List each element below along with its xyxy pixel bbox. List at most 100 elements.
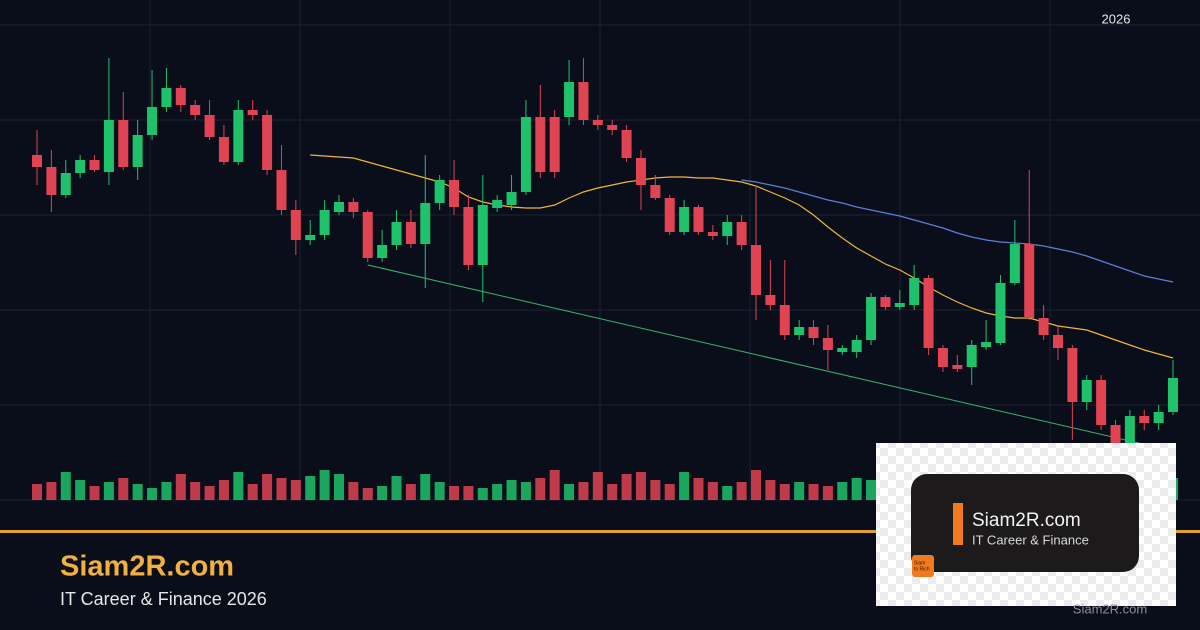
volume-bar xyxy=(693,478,704,500)
volume-bar xyxy=(147,488,158,500)
candle-body xyxy=(377,245,388,258)
badge: Siam2R.com IT Career & Finance Siam to R… xyxy=(876,443,1176,606)
volume-bar xyxy=(175,474,186,500)
candle-body xyxy=(564,82,575,117)
candle-body xyxy=(794,327,805,335)
volume-bar xyxy=(405,484,416,500)
candle-body xyxy=(1038,318,1049,335)
volume-bar xyxy=(635,472,646,500)
candle-body xyxy=(751,245,761,295)
candle-body xyxy=(276,170,287,210)
volume-bar xyxy=(132,484,143,500)
candle-body xyxy=(1024,244,1035,318)
volume-bar xyxy=(822,486,833,500)
candle-body xyxy=(736,222,747,245)
badge-icon-text: to Rich xyxy=(914,566,930,572)
candle-body xyxy=(190,105,201,115)
candle-body xyxy=(32,155,42,167)
volume-bar xyxy=(535,478,546,500)
candle-body xyxy=(607,125,618,130)
candle-body xyxy=(1009,244,1020,283)
volume-bar xyxy=(190,482,201,500)
volume-bar xyxy=(218,480,229,500)
volume-bar xyxy=(449,486,460,500)
candle-body xyxy=(578,82,589,120)
candle-body xyxy=(290,210,301,240)
candle-body xyxy=(118,120,129,167)
candle-body xyxy=(981,342,992,347)
badge-icon xyxy=(912,555,934,577)
candle-body xyxy=(405,222,416,244)
candle-body xyxy=(247,110,258,115)
candle-body xyxy=(779,305,790,335)
candle-body xyxy=(75,160,86,173)
candle-body xyxy=(995,283,1006,343)
volume-bar xyxy=(463,486,474,500)
candle-body xyxy=(218,137,229,162)
candle-body xyxy=(535,117,546,172)
candle-body xyxy=(679,207,690,232)
volume-bar xyxy=(664,484,675,500)
volume-bar xyxy=(333,474,344,500)
volume-bar xyxy=(434,482,445,500)
candle-body xyxy=(305,235,316,240)
volume-bar xyxy=(161,482,172,500)
candle-body xyxy=(60,173,71,195)
candle-body xyxy=(89,160,100,170)
candle-body xyxy=(1052,335,1063,348)
candle-body xyxy=(808,327,819,338)
volume-bar xyxy=(276,478,287,500)
volume-bar xyxy=(420,474,431,500)
trendline xyxy=(367,264,1174,452)
volume-bar xyxy=(765,480,776,500)
candle-body xyxy=(147,107,158,135)
volume-bar xyxy=(290,480,301,500)
volume-bar xyxy=(751,470,761,500)
candle-body xyxy=(765,295,776,305)
candle-body xyxy=(1124,416,1135,445)
badge-icon-text: Siam xyxy=(914,560,925,566)
badge-title: Siam2R.com xyxy=(972,510,1081,531)
moving-average xyxy=(741,179,1174,283)
candle-body xyxy=(362,212,373,258)
volume-bar xyxy=(362,488,373,500)
candle-body xyxy=(175,88,186,105)
candle-body xyxy=(1139,416,1150,423)
volume-bar xyxy=(46,482,57,500)
volume-bar xyxy=(506,480,517,500)
badge-card xyxy=(911,474,1139,572)
volume-bar xyxy=(233,472,244,500)
candle-body xyxy=(1110,425,1121,445)
candle-body xyxy=(319,210,330,235)
volume-bar xyxy=(851,478,862,500)
volume-bar xyxy=(564,484,575,500)
candle-body xyxy=(520,117,531,192)
volume-bar xyxy=(549,470,560,500)
volume-bar xyxy=(592,472,603,500)
candle-body xyxy=(1153,412,1164,423)
site-name: Siam2R.com xyxy=(60,551,234,583)
volume-bar xyxy=(722,486,733,500)
candle-body xyxy=(837,348,848,352)
candle-body xyxy=(894,303,905,307)
volume-bar xyxy=(103,482,114,500)
candle-body xyxy=(103,120,114,172)
volume-bar xyxy=(794,482,805,500)
volume-bar xyxy=(736,482,747,500)
candle-body xyxy=(434,180,445,203)
candle-body xyxy=(420,203,431,244)
candle-body xyxy=(233,110,244,162)
volume-bar xyxy=(247,484,258,500)
badge-accent xyxy=(953,503,963,545)
volume-bar xyxy=(377,486,388,500)
divider xyxy=(0,530,1200,533)
candle-body xyxy=(966,345,977,367)
volume-bar xyxy=(348,482,359,500)
candle-body xyxy=(333,202,344,212)
candle-body xyxy=(1067,348,1078,402)
volume-bar xyxy=(305,476,316,500)
candle-body xyxy=(909,278,920,305)
candle-body xyxy=(621,130,632,158)
candle-body xyxy=(952,365,963,369)
